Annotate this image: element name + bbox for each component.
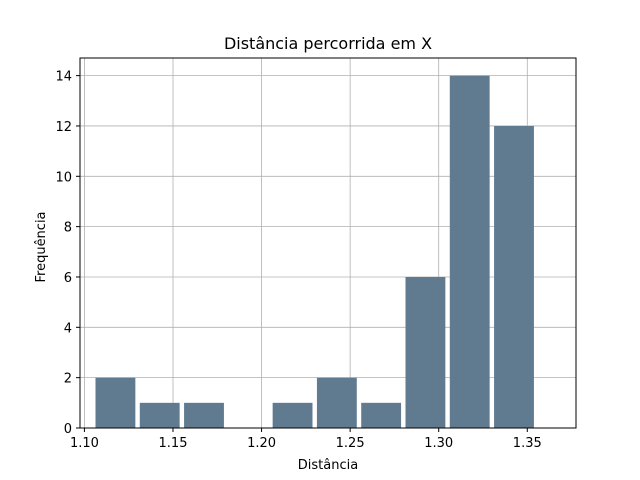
x-tick-label: 1.25 (336, 436, 365, 451)
y-tick-label: 2 (64, 372, 72, 387)
y-axis-ticks: 0 2 4 6 8 10 12 14 (55, 70, 80, 437)
x-axis-ticks: 1.10 1.15 1.20 1.25 1.30 1.35 (70, 428, 542, 451)
histogram-bar (184, 402, 224, 428)
chart-title: Distância percorrida em X (224, 34, 432, 53)
histogram-bar (449, 75, 490, 428)
x-tick-label: 1.35 (513, 436, 542, 451)
y-axis-label: Frequência (34, 211, 49, 282)
x-tick-label: 1.15 (159, 436, 188, 451)
histogram-bar (316, 377, 357, 428)
histogram-bar (272, 402, 313, 428)
bars (95, 75, 534, 429)
plot-frame (79, 57, 577, 429)
histogram-bar (139, 402, 180, 428)
y-tick-label: 0 (64, 422, 72, 437)
histogram-bar (361, 402, 402, 428)
x-tick-label: 1.20 (247, 436, 276, 451)
histogram-bar (405, 276, 446, 428)
y-tick-label: 8 (64, 221, 72, 236)
y-tick-label: 12 (55, 120, 72, 135)
x-tick-label: 1.30 (424, 436, 453, 451)
histogram-bar (494, 125, 534, 429)
y-tick-label: 10 (55, 170, 72, 185)
x-tick-label: 1.10 (70, 436, 99, 451)
y-tick-label: 6 (64, 271, 72, 286)
histogram-bar (95, 377, 136, 428)
y-tick-label: 4 (64, 321, 72, 336)
x-axis-label: Distância (298, 458, 358, 473)
y-tick-label: 14 (55, 70, 72, 85)
